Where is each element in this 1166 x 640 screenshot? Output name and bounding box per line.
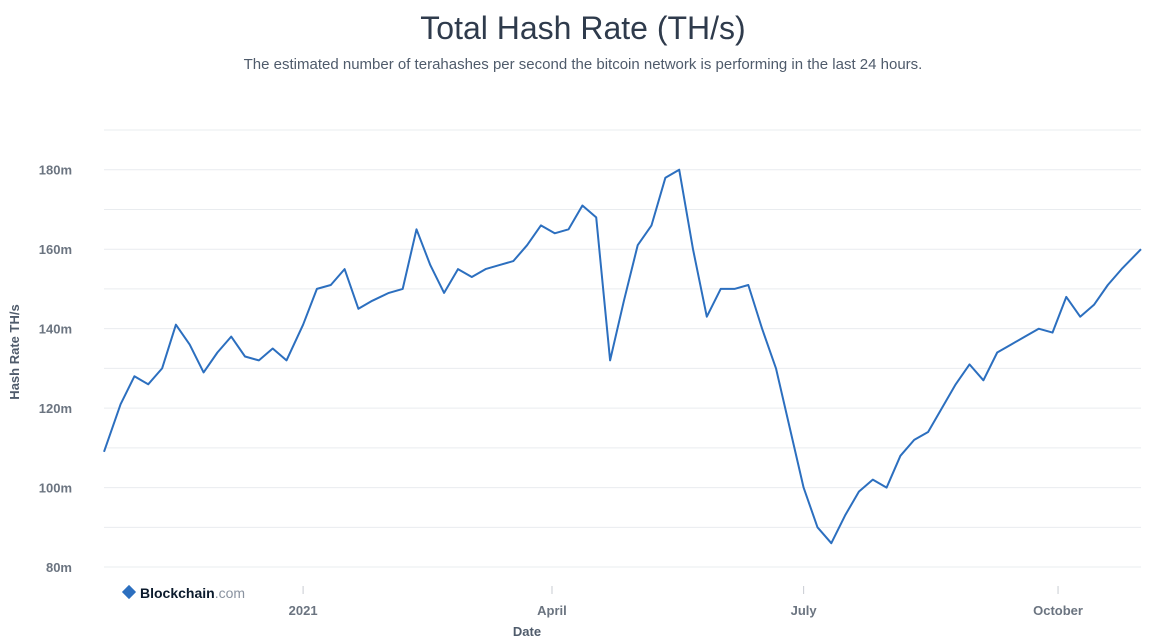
y-tick-label: 180m [39, 163, 72, 178]
grid-lines [104, 129, 1141, 568]
y-tick-label: 160m [39, 242, 72, 257]
x-axis-title: Date [513, 624, 541, 639]
y-axis-ticks: 80m 100m 120m 140m 160m 180m [39, 163, 72, 575]
x-axis-ticks: 2021 April July October [289, 586, 1083, 618]
blockchain-logo-icon [121, 584, 137, 600]
x-tick-label: October [1033, 603, 1083, 618]
chart-title: Total Hash Rate (TH/s) [420, 10, 746, 46]
y-axis-title: Hash Rate TH/s [7, 304, 22, 399]
x-tick-label: July [791, 603, 818, 618]
y-tick-label: 100m [39, 481, 72, 496]
y-tick-label: 120m [39, 401, 72, 416]
hash-rate-line [103, 168, 1142, 545]
y-tick-label: 80m [46, 560, 72, 575]
blockchain-logo[interactable]: Blockchain.com [121, 584, 245, 601]
x-tick-label: 2021 [289, 603, 318, 618]
x-tick-label: April [537, 603, 567, 618]
chart-subtitle: The estimated number of terahashes per s… [243, 56, 923, 73]
y-tick-label: 140m [39, 322, 72, 337]
